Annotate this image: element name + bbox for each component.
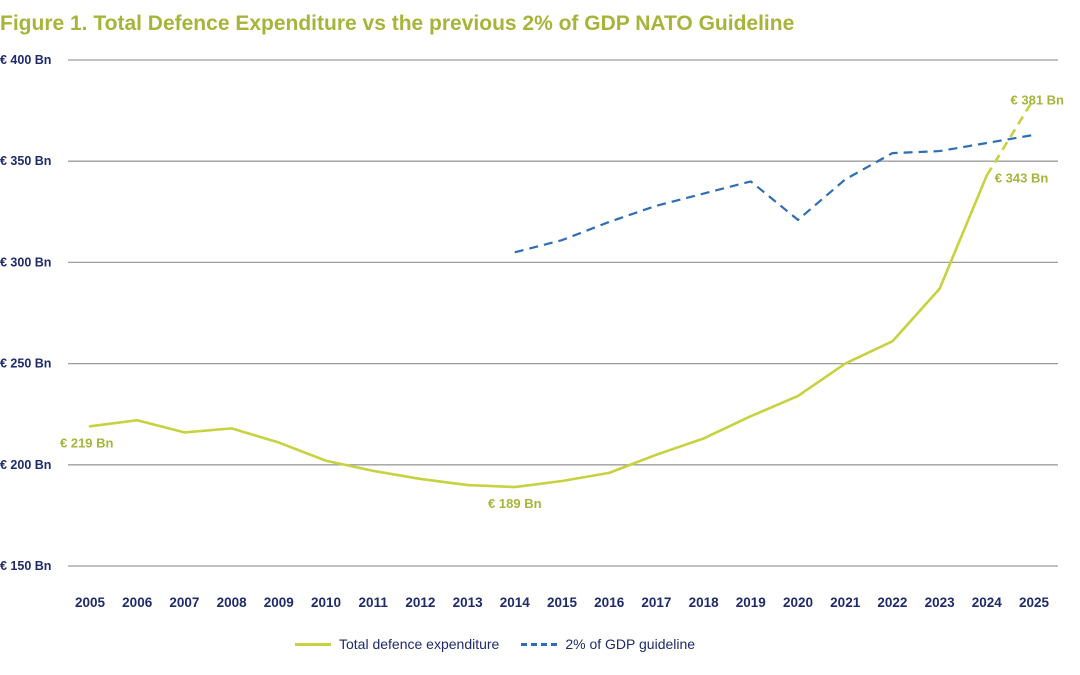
x-tick-label: 2008 [217,595,248,610]
legend-item-expenditure: Total defence expenditure [295,636,499,652]
y-axis-tick-labels: € 150 Bn € 200 Bn € 250 Bn € 300 Bn € 350 Bn… [0,53,51,573]
series-line-2pct-gdp-guideline [514,133,1035,254]
y-tick-label: € 200 Bn [0,458,51,472]
y-tick-label: € 150 Bn [0,559,51,573]
x-tick-label: 2006 [122,595,153,610]
x-axis-tick-labels: 2005 2006 2007 2008 2009 2010 2011 2012 2013 2014… [75,595,1050,610]
x-tick-label: 2009 [264,595,294,610]
y-tick-label: € 350 Bn [0,154,51,168]
x-tick-label: 2015 [547,595,578,610]
y-tick-label: € 400 Bn [0,53,51,67]
data-labels: € 219 Bn € 189 Bn € 343 Bn € 381 Bn [60,92,1064,511]
data-label: € 343 Bn [995,170,1049,185]
x-tick-label: 2016 [594,595,625,610]
x-tick-label: 2014 [500,595,531,610]
x-tick-label: 2011 [359,595,389,610]
x-tick-label: 2021 [830,595,861,610]
series-lines [88,97,1036,489]
x-tick-label: 2018 [689,595,720,610]
legend-label-expenditure: Total defence expenditure [339,636,500,652]
x-tick-label: 2020 [783,595,813,610]
x-tick-label: 2024 [972,595,1003,610]
data-label: € 189 Bn [488,496,542,511]
legend-item-guideline: 2% of GDP guideline [521,636,695,652]
data-label: € 219 Bn [60,435,114,450]
data-label: € 381 Bn [1011,92,1065,107]
legend-swatch-guideline [521,642,558,646]
x-tick-label: 2013 [453,595,484,610]
legend: Total defence expenditure 2% of GDP guid… [295,636,695,652]
y-tick-label: € 300 Bn [0,255,51,269]
x-tick-label: 2023 [925,595,956,610]
x-tick-label: 2010 [311,595,341,610]
legend-label-guideline: 2% of GDP guideline [565,636,696,652]
x-tick-label: 2019 [736,595,766,610]
x-tick-label: 2025 [1019,595,1050,610]
y-tick-label: € 250 Bn [0,357,51,371]
x-tick-label: 2022 [877,595,907,610]
x-tick-label: 2005 [75,595,106,610]
legend-swatch-expenditure [295,642,331,646]
x-tick-label: 2007 [169,595,199,610]
chart-title: Figure 1. Total Defence Expenditure vs t… [0,12,795,35]
x-tick-label: 2017 [641,595,671,610]
series-line-total-defence-expenditure [88,174,989,489]
gridlines [68,59,1058,567]
x-tick-label: 2012 [405,595,435,610]
series-line-total-defence-expenditure-projection [985,97,1036,177]
